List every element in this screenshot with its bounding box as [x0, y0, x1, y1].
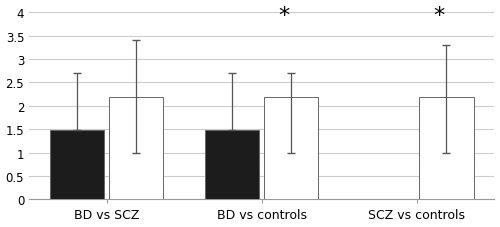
- Bar: [264, 98, 318, 200]
- Text: *: *: [278, 6, 289, 26]
- Bar: [50, 131, 104, 200]
- Bar: [205, 131, 260, 200]
- Bar: [419, 98, 474, 200]
- Bar: [109, 98, 163, 200]
- Text: *: *: [433, 6, 444, 26]
